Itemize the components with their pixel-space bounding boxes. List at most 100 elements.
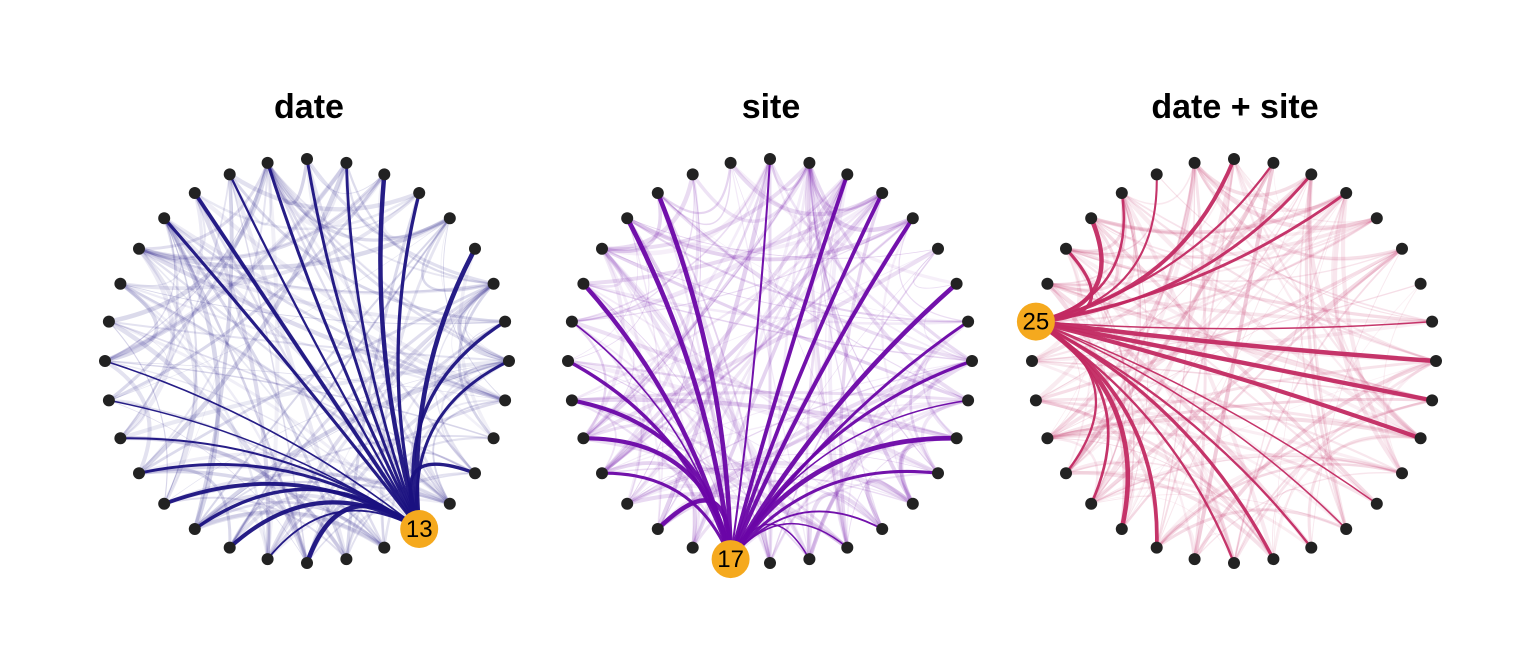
edge (108, 399, 147, 440)
node (803, 156, 816, 169)
edge (1065, 247, 1422, 440)
node (1396, 467, 1408, 480)
edge (1090, 192, 1135, 239)
edge (1232, 158, 1422, 440)
edge (1089, 247, 1404, 506)
node (499, 394, 512, 407)
edge (728, 161, 884, 217)
edge (162, 217, 348, 560)
node (133, 242, 145, 255)
edge (601, 174, 695, 251)
edge (227, 173, 349, 560)
edge (729, 162, 811, 560)
edge (804, 162, 849, 226)
edge (1047, 428, 1102, 474)
edge (1090, 217, 1437, 362)
node (803, 553, 816, 566)
edge (898, 217, 969, 323)
edge (571, 320, 607, 440)
edge (193, 494, 310, 564)
edge (626, 483, 772, 564)
edge (138, 174, 385, 259)
edge (267, 162, 510, 362)
edge (1035, 217, 1378, 323)
edge (266, 162, 495, 440)
node (1370, 212, 1383, 225)
hub-edge (108, 399, 420, 530)
hub-edge (345, 162, 421, 530)
edge (571, 320, 811, 560)
node (1150, 168, 1163, 181)
node (565, 315, 578, 328)
edge (104, 161, 349, 363)
edge (421, 217, 494, 292)
edge (119, 217, 179, 440)
node (1414, 277, 1427, 290)
edge (163, 496, 348, 560)
edge (108, 320, 510, 363)
edge (1193, 161, 1313, 198)
node (596, 467, 608, 480)
edge (1272, 488, 1347, 560)
edge (345, 162, 494, 285)
edge (1192, 161, 1378, 230)
node (562, 355, 574, 367)
node (1026, 355, 1038, 367)
edge (626, 360, 973, 505)
edge (1047, 281, 1433, 324)
edge (194, 510, 386, 549)
node (621, 212, 634, 225)
edge (108, 162, 270, 324)
edge (1307, 434, 1421, 548)
edge (1193, 162, 1437, 362)
node (686, 541, 699, 554)
hub-edge (408, 462, 476, 530)
edge (432, 399, 506, 505)
edge (1046, 415, 1422, 441)
node (158, 497, 171, 510)
edge (305, 158, 348, 223)
edge (1035, 399, 1348, 530)
edge (1091, 495, 1235, 564)
edge (657, 162, 732, 225)
edge (1046, 191, 1348, 440)
edge (1272, 283, 1421, 560)
edge (807, 491, 884, 560)
hub-edge (104, 360, 420, 530)
node (932, 467, 944, 480)
edge (1064, 162, 1276, 475)
edge (1273, 162, 1347, 222)
edge (582, 158, 772, 440)
panel-title-site: site (741, 88, 801, 126)
node (223, 168, 236, 181)
edge (567, 359, 957, 440)
edge (1120, 191, 1422, 441)
edge (119, 358, 510, 441)
edge (1065, 192, 1348, 475)
hub-edge (1035, 320, 1098, 474)
node (102, 315, 115, 328)
edge (1232, 359, 1437, 564)
edge (1155, 508, 1347, 549)
edge (457, 282, 510, 363)
edge (458, 248, 496, 440)
edge (193, 510, 386, 550)
edge (835, 489, 884, 548)
edge (730, 162, 883, 530)
edge (120, 282, 506, 402)
node (114, 277, 127, 290)
edge (193, 174, 234, 530)
edge (266, 162, 451, 242)
edge (1192, 359, 1437, 561)
edge (1046, 162, 1197, 440)
edge (108, 320, 421, 531)
edge (657, 162, 732, 215)
hub-edge (601, 471, 733, 560)
edge (600, 191, 884, 475)
node (1426, 315, 1439, 328)
hub-edge (163, 217, 421, 530)
edge (601, 217, 914, 474)
edge (163, 216, 506, 403)
node (1060, 242, 1072, 255)
node (651, 187, 664, 199)
